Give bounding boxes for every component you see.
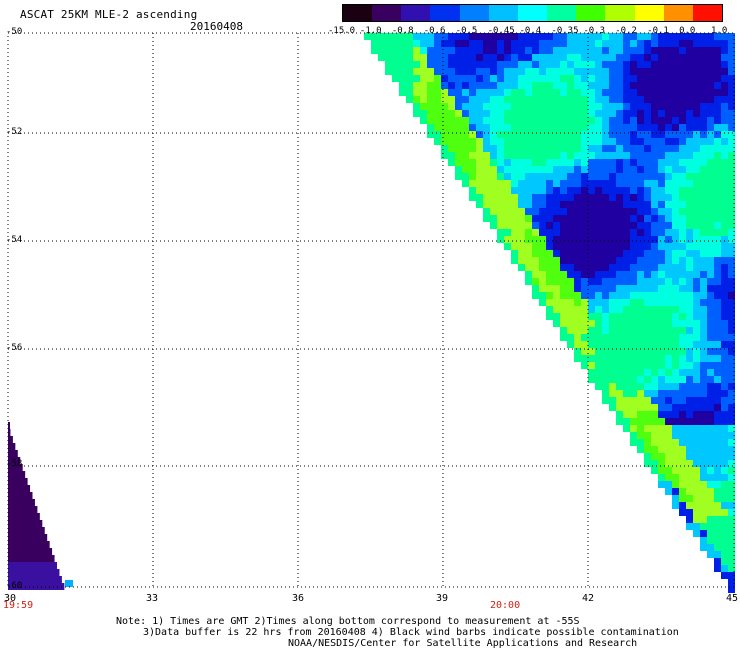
- color-scale-label: -0.8: [391, 26, 414, 36]
- color-scale-bar: [342, 4, 723, 22]
- color-scale-labels: -15.0 -1.0 -0.8 -0.6 -0.5 -0.45 -0.4 -0.35 -0.3-…: [328, 26, 738, 38]
- lon-label: 36: [292, 593, 305, 604]
- color-scale-label: -0.4: [519, 26, 542, 36]
- color-scale-segment: [663, 5, 693, 21]
- lon-label: 45: [726, 593, 739, 604]
- color-scale-segment: [547, 5, 577, 21]
- color-scale-segment: [488, 5, 518, 21]
- color-scale-segment: [634, 5, 664, 21]
- lat-label: -56: [6, 343, 23, 353]
- swath-cells: [8, 33, 735, 593]
- color-scale-label: -0.5: [455, 26, 478, 36]
- color-scale-label: -0.6: [423, 26, 446, 36]
- product-title: ASCAT 25KM MLE-2 ascending: [20, 8, 198, 21]
- color-scale-segment: [692, 5, 723, 21]
- color-scale-segment: [401, 5, 431, 21]
- color-scale-segment: [372, 5, 402, 21]
- color-scale-segment: [430, 5, 460, 21]
- lat-label: -54: [6, 235, 23, 245]
- color-scale-segment: [459, 5, 489, 21]
- color-scale-label: -0.2: [615, 26, 637, 36]
- color-scale-segment: [343, 5, 373, 21]
- color-scale-segment: [605, 5, 635, 21]
- color-scale-label: -1.0: [359, 26, 382, 36]
- color-scale-label: -0.3: [583, 26, 606, 36]
- color-scale-label: -0.45: [487, 26, 515, 36]
- color-scale-segment: [517, 5, 548, 21]
- time-label: 20:00: [490, 600, 521, 611]
- time-label: 19:59: [3, 600, 34, 611]
- lat-lon-grid: [8, 33, 734, 587]
- lat-label: -50: [6, 27, 23, 37]
- color-scale-label: -0.1: [647, 26, 669, 36]
- color-scale-label: 1.0: [711, 26, 728, 36]
- lat-label: -58: [6, 459, 23, 469]
- note-line-3: NOAA/NESDIS/Center for Satellite Applica…: [288, 638, 638, 649]
- color-scale-label: -15.0: [328, 26, 356, 36]
- note-line-2: 3)Data buffer is 22 hrs from 20160408 4)…: [143, 627, 679, 638]
- color-scale-label: -0.35: [551, 26, 579, 36]
- lat-label: -52: [6, 127, 23, 137]
- color-scale-segment: [576, 5, 606, 21]
- lon-label: 30: [4, 593, 17, 604]
- lon-label: 33: [146, 593, 159, 604]
- lon-label: 39: [436, 593, 449, 604]
- lon-label: 42: [582, 593, 595, 604]
- note-line-1: Note: 1) Times are GMT 2)Times along bot…: [116, 616, 580, 627]
- lat-label: -60: [6, 581, 23, 591]
- product-date: 20160408: [190, 20, 243, 33]
- color-scale-label: 0.0: [679, 26, 696, 36]
